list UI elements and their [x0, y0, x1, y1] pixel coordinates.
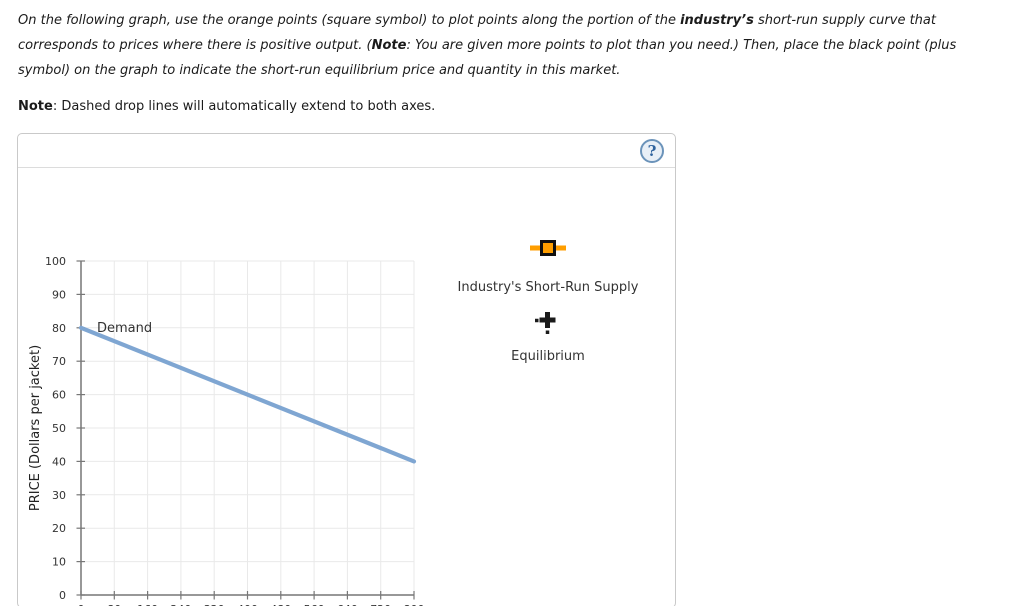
svg-text:400: 400 [237, 603, 258, 606]
svg-text:0: 0 [59, 589, 66, 602]
supply-point-icon[interactable] [530, 239, 566, 257]
instruction-text: On the following graph, use the orange p… [18, 13, 681, 28]
legend-item-supply [448, 239, 648, 257]
svg-text:PRICE (Dollars per jacket): PRICE (Dollars per jacket) [28, 345, 43, 511]
instruction-text: : You are given more points to plot than… [18, 38, 957, 78]
svg-text:10: 10 [52, 556, 66, 569]
instruction-paragraph: On the following graph, use the orange p… [18, 8, 958, 83]
help-button[interactable]: ? [640, 139, 664, 163]
svg-text:320: 320 [204, 603, 225, 606]
svg-text:0: 0 [78, 603, 85, 606]
instruction-text: short-run supply curve that corresponds … [18, 13, 936, 53]
chart[interactable]: 0 80 160 240 320 400 480 560 640 720 800 0 10 20 30 40 5… [25, 249, 445, 606]
svg-text:30: 30 [52, 489, 66, 502]
svg-text:20: 20 [52, 522, 66, 535]
svg-text:80: 80 [107, 603, 121, 606]
question-mark-icon: ? [647, 142, 657, 160]
legend: Industry's Short-Run Supply Equilibrium [448, 236, 648, 382]
svg-text:Demand: Demand [97, 321, 152, 336]
svg-text:240: 240 [170, 603, 191, 606]
legend-label-equilibrium: Equilibrium [511, 349, 585, 364]
svg-text:90: 90 [52, 288, 66, 301]
svg-text:40: 40 [52, 455, 66, 468]
svg-text:70: 70 [52, 355, 66, 368]
svg-text:560: 560 [304, 603, 325, 606]
note-label: Note [18, 99, 53, 114]
chart-svg[interactable]: 0 80 160 240 320 400 480 560 640 720 800 0 10 20 30 40 5… [25, 249, 445, 606]
svg-text:800: 800 [404, 603, 425, 606]
svg-text:640: 640 [337, 603, 358, 606]
note-line: Note: Dashed drop lines will automatical… [18, 94, 958, 119]
instructions: On the following graph, use the orange p… [18, 8, 958, 119]
legend-label-supply: Industry's Short-Run Supply [457, 280, 639, 295]
svg-text:100: 100 [45, 255, 66, 268]
equilibrium-point-icon[interactable] [535, 312, 561, 334]
panel-header: ? [18, 134, 675, 168]
panel-body: 0 80 160 240 320 400 480 560 640 720 800 0 10 20 30 40 5… [18, 168, 675, 606]
svg-text:50: 50 [52, 422, 66, 435]
svg-text:720: 720 [370, 603, 391, 606]
instruction-text-bold: industry’s [680, 13, 754, 28]
legend-item-equilibrium [448, 312, 648, 334]
svg-text:60: 60 [52, 389, 66, 402]
note-text: : Dashed drop lines will automatically e… [52, 99, 436, 114]
svg-text:160: 160 [137, 603, 158, 606]
svg-text:480: 480 [270, 603, 291, 606]
question-panel: ? 0 80 160 240 320 400 480 560 640 720 800 0 10 20 30 4… [17, 133, 676, 606]
instruction-text-bold: Note [371, 38, 407, 53]
svg-text:80: 80 [52, 322, 66, 335]
